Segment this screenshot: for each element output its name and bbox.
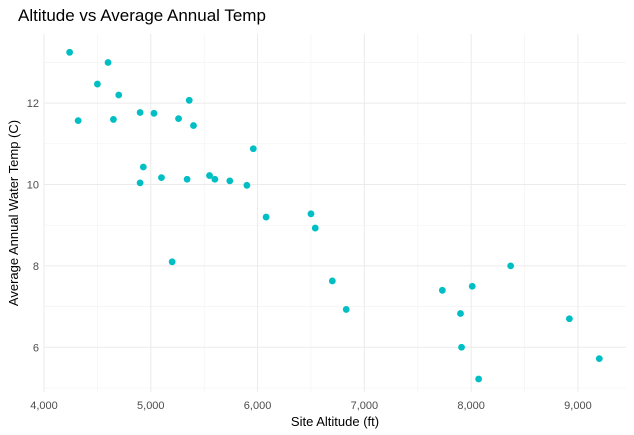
x-tick-label: 9,000 bbox=[564, 400, 592, 412]
major-gridlines bbox=[43, 34, 626, 392]
data-points bbox=[66, 48, 603, 383]
data-point bbox=[307, 210, 315, 218]
x-tick-label: 6,000 bbox=[244, 400, 272, 412]
data-point bbox=[342, 306, 350, 313]
data-point bbox=[139, 163, 147, 171]
data-point bbox=[74, 117, 82, 125]
data-point bbox=[468, 282, 476, 290]
data-point bbox=[595, 355, 603, 363]
data-point bbox=[104, 59, 112, 66]
data-point bbox=[110, 116, 117, 123]
data-point bbox=[136, 179, 144, 187]
data-point bbox=[262, 213, 270, 221]
x-tick-label: 4,000 bbox=[30, 400, 58, 412]
data-point bbox=[183, 175, 191, 183]
y-tick-label: 10 bbox=[27, 180, 39, 192]
chart-title: Altitude vs Average Annual Temp bbox=[18, 6, 266, 25]
data-point bbox=[226, 177, 234, 185]
data-point bbox=[249, 145, 257, 153]
x-axis-tick-labels: 4,000 5,000 6,000 7,000 8,000 9,000 bbox=[30, 400, 591, 412]
minor-gridlines bbox=[44, 34, 626, 392]
y-tick-label: 6 bbox=[33, 342, 39, 354]
y-axis-title: Average Annual Water Temp (C) bbox=[6, 120, 21, 306]
data-point bbox=[211, 175, 219, 183]
data-point bbox=[66, 48, 74, 56]
data-point bbox=[458, 343, 465, 351]
data-point bbox=[115, 91, 123, 99]
x-axis-title: Site Altitude (ft) bbox=[291, 414, 379, 429]
data-point bbox=[243, 181, 251, 189]
data-point bbox=[168, 258, 176, 266]
data-point bbox=[185, 96, 193, 104]
y-tick-label: 12 bbox=[27, 98, 39, 110]
data-point bbox=[175, 115, 182, 123]
data-point bbox=[328, 277, 336, 285]
y-axis-tick-labels: 6 8 10 12 bbox=[27, 98, 39, 354]
data-point bbox=[457, 310, 464, 317]
x-tick-label: 7,000 bbox=[351, 400, 379, 412]
data-point bbox=[93, 80, 101, 88]
data-point bbox=[190, 122, 197, 129]
data-point bbox=[206, 172, 213, 179]
data-point bbox=[136, 109, 144, 116]
data-point bbox=[438, 286, 446, 294]
data-point bbox=[566, 315, 573, 323]
data-point bbox=[475, 375, 483, 383]
data-point bbox=[311, 224, 319, 232]
x-tick-label: 5,000 bbox=[137, 400, 165, 412]
data-point bbox=[507, 262, 515, 270]
x-tick-label: 8,000 bbox=[457, 400, 485, 412]
y-tick-label: 8 bbox=[33, 261, 39, 273]
data-point bbox=[158, 174, 165, 182]
data-point bbox=[150, 109, 158, 117]
